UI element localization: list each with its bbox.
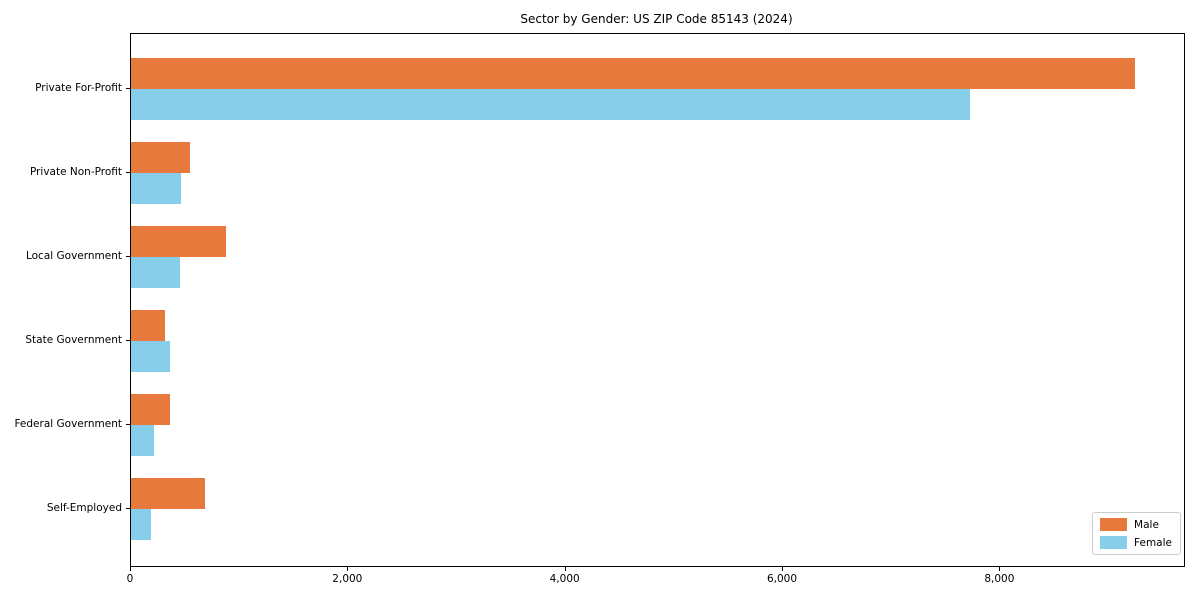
y-axis-label: Local Government (25, 250, 122, 262)
bar-female-2 (131, 173, 181, 204)
bar-male-1 (131, 58, 1135, 89)
x-tick-mark (564, 567, 566, 571)
x-tick-label: 8,000 (984, 573, 1015, 585)
bar-male-2 (131, 142, 190, 173)
x-tick-label: 0 (126, 573, 134, 585)
y-axis-label: Private For-Profit (35, 82, 122, 94)
bar-male-5 (131, 394, 170, 425)
x-tick-mark (782, 567, 783, 571)
bar-female-1 (131, 89, 970, 120)
x-tick-label: 2,000 (332, 573, 363, 585)
bar-male-3 (131, 226, 226, 257)
x-tick-mark (130, 567, 131, 571)
bar-male-6 (131, 478, 206, 509)
y-axis-label: Self-Employed (46, 502, 122, 514)
legend-label: Female (1134, 536, 1172, 549)
legend-swatch-male (1100, 518, 1128, 531)
y-tick-mark (126, 256, 130, 257)
y-tick-mark (126, 340, 130, 341)
bar-female-5 (131, 425, 154, 456)
x-tick-mark (347, 567, 349, 571)
y-tick-mark (126, 172, 130, 173)
bar-male-4 (131, 310, 166, 341)
y-tick-mark (126, 508, 130, 509)
legend: Male Female (1092, 512, 1181, 555)
chart-title: Sector by Gender: US ZIP Code 85143 (202… (520, 12, 793, 26)
y-axis-label: Federal Government (14, 418, 122, 430)
bar-female-4 (131, 341, 170, 372)
y-tick-mark (126, 424, 130, 425)
y-tick-mark (126, 88, 130, 89)
bar-female-3 (131, 257, 181, 288)
bar-female-6 (131, 509, 151, 540)
legend-entry-male: Male (1100, 518, 1172, 531)
x-tick-label: 6,000 (766, 573, 798, 585)
legend-label: Male (1134, 518, 1159, 531)
plot-area: Male Female (130, 33, 1185, 567)
y-axis-label: Private Non-Profit (29, 166, 122, 178)
legend-entry-female: Female (1100, 536, 1172, 549)
x-tick-mark (999, 567, 1001, 571)
y-axis-label: State Government (25, 334, 122, 346)
x-tick-label: 4,000 (549, 573, 580, 585)
legend-swatch-female (1100, 536, 1128, 549)
